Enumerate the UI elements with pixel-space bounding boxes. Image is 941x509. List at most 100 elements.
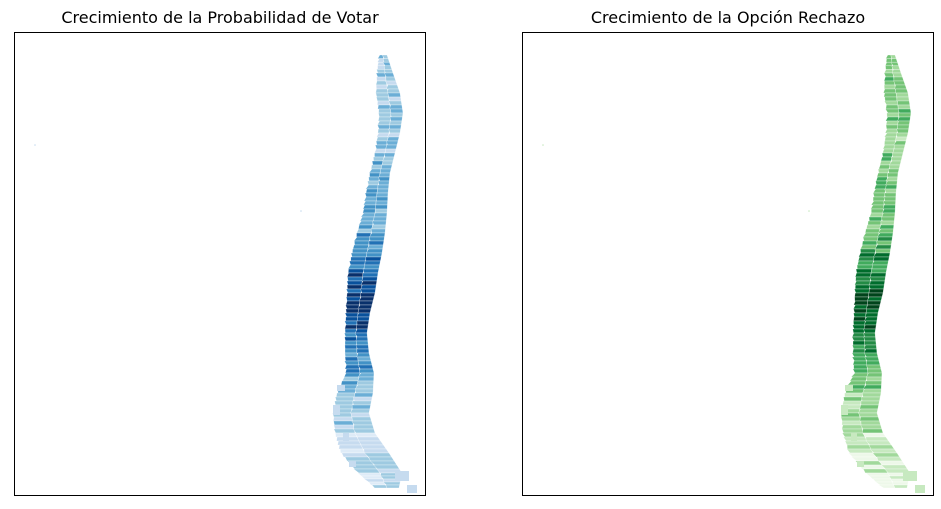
region-cell xyxy=(854,288,870,294)
region-cell xyxy=(865,376,882,382)
region-cell xyxy=(859,404,879,410)
region-cell xyxy=(884,96,898,102)
region-cell xyxy=(844,392,864,398)
region-cell xyxy=(881,464,908,470)
region-cell xyxy=(851,356,867,362)
region-cell xyxy=(861,396,881,402)
region-cell xyxy=(333,420,354,426)
region-cell xyxy=(345,300,360,306)
region-cell xyxy=(846,444,872,450)
region-cell xyxy=(870,200,885,206)
region-cell xyxy=(357,304,373,310)
region-cell xyxy=(860,420,881,426)
region-cell xyxy=(374,148,386,154)
region-cell xyxy=(886,112,900,118)
region-cell xyxy=(884,84,896,90)
region-cell xyxy=(381,160,394,166)
region-cell xyxy=(376,196,388,202)
region-cell xyxy=(346,296,361,302)
region-cell xyxy=(374,152,386,158)
region-cell xyxy=(371,224,386,230)
region-cell xyxy=(883,200,896,206)
region-cell xyxy=(851,332,865,338)
region-cell xyxy=(862,240,878,246)
region-cell xyxy=(384,148,397,154)
region-cell xyxy=(372,220,387,226)
region-cell xyxy=(880,220,895,226)
region-cell xyxy=(375,80,387,86)
region-cell xyxy=(365,184,379,190)
region-cell xyxy=(870,272,887,278)
region-cell xyxy=(375,72,386,78)
region-cell xyxy=(353,428,376,434)
island-region xyxy=(337,385,345,391)
region-cell xyxy=(887,168,900,174)
region-cell xyxy=(869,276,886,282)
region-cell xyxy=(889,164,901,170)
region-cell xyxy=(382,58,390,63)
region-cell xyxy=(367,180,379,186)
island-region xyxy=(395,471,409,481)
region-cell xyxy=(884,80,895,86)
region-cell xyxy=(883,72,894,78)
region-cell xyxy=(360,444,387,450)
region-cell xyxy=(876,172,889,178)
region-cell xyxy=(892,148,905,154)
region-cell xyxy=(377,128,390,134)
region-cell xyxy=(386,84,399,90)
region-cell xyxy=(344,312,359,318)
region-cell xyxy=(851,336,865,342)
region-cell xyxy=(863,352,879,358)
region-cell xyxy=(890,54,897,59)
region-cell xyxy=(885,104,899,110)
region-cell xyxy=(862,232,880,238)
region-cell xyxy=(356,316,370,322)
region-cell xyxy=(867,300,882,306)
region-cell xyxy=(385,80,398,86)
region-cell xyxy=(357,308,372,314)
region-cell xyxy=(356,380,374,386)
region-cell xyxy=(344,336,357,342)
region-cell xyxy=(360,288,376,294)
region-cell xyxy=(377,124,390,130)
region-cell xyxy=(373,216,387,222)
region-cell xyxy=(862,392,882,398)
region-cell xyxy=(860,248,876,254)
island-region xyxy=(841,405,848,415)
region-cell xyxy=(895,88,909,94)
region-cell xyxy=(874,244,892,250)
region-cell xyxy=(373,464,400,470)
region-cell xyxy=(862,388,882,394)
region-cell xyxy=(348,268,364,274)
region-cell xyxy=(858,252,876,258)
region-cell xyxy=(872,478,893,483)
region-cell xyxy=(882,204,896,210)
region-cell xyxy=(371,484,388,489)
region-cell xyxy=(867,368,883,374)
region-cell xyxy=(894,84,907,90)
region-cell xyxy=(882,208,896,214)
region-cell xyxy=(387,132,401,138)
region-cell xyxy=(359,368,375,374)
region-cell xyxy=(353,236,371,242)
region-cell xyxy=(347,264,365,270)
region-cell xyxy=(894,136,908,142)
region-cell xyxy=(389,124,402,130)
region-cell xyxy=(873,192,886,198)
region-cell xyxy=(872,452,900,458)
region-cell xyxy=(363,448,390,454)
region-cell xyxy=(355,336,368,342)
region-cell xyxy=(340,380,359,386)
region-cell xyxy=(361,475,384,480)
region-cell xyxy=(360,284,377,290)
region-cell xyxy=(892,72,903,78)
region-cell xyxy=(881,216,895,222)
region-cell xyxy=(363,196,377,202)
offshore-island xyxy=(300,210,302,212)
region-cell xyxy=(354,432,379,438)
region-cell xyxy=(337,440,362,446)
region-cell xyxy=(866,372,883,378)
region-cell xyxy=(344,344,357,350)
region-cell xyxy=(884,128,898,134)
region-cell xyxy=(357,472,382,477)
